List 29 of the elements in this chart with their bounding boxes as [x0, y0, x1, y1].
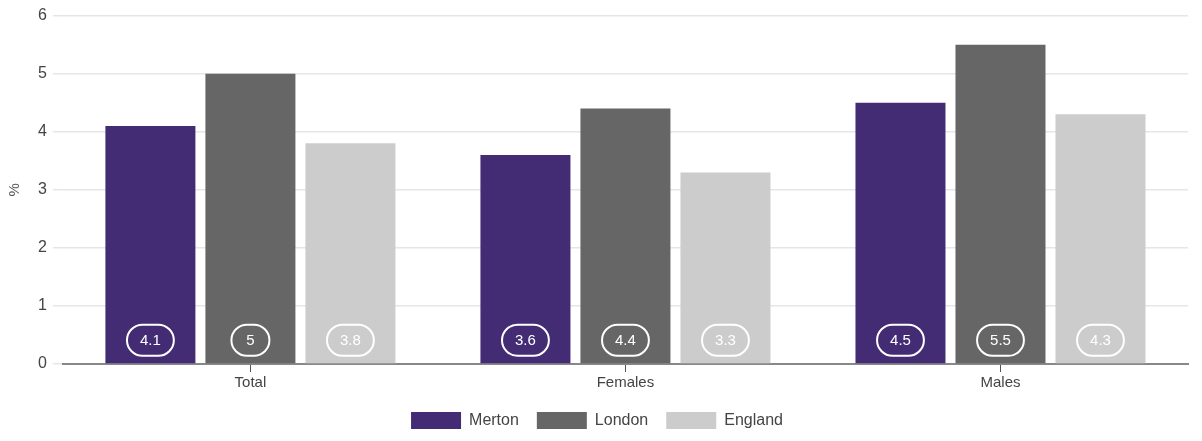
legend-label: London [594, 410, 649, 428]
bar [1055, 114, 1146, 364]
bar [955, 44, 1046, 364]
data-label: 5 [246, 331, 255, 349]
bar [580, 108, 671, 364]
data-label: 4.5 [890, 331, 911, 349]
x-tick-label: Total [234, 373, 267, 391]
y-axis-title: % [5, 183, 23, 197]
legend-label: England [724, 410, 783, 428]
bar [680, 172, 771, 364]
bar [305, 143, 396, 364]
x-tick-label: Females [596, 373, 655, 391]
y-tick-label: 4 [37, 122, 47, 140]
legend-label: Merton [469, 410, 519, 428]
y-tick-label: 0 [37, 354, 47, 372]
y-tick-label: 2 [37, 238, 47, 256]
bar [480, 154, 571, 364]
data-label: 4.4 [615, 331, 636, 349]
bar [105, 125, 196, 364]
data-label: 3.6 [515, 331, 536, 349]
y-tick-label: 5 [37, 64, 47, 82]
x-tick-label: Males [980, 373, 1021, 391]
y-tick-label: 3 [37, 180, 47, 198]
data-label: 5.5 [990, 331, 1011, 349]
data-label: 4.1 [139, 331, 161, 349]
bar [855, 102, 946, 364]
y-tick-label: 6 [37, 6, 47, 24]
y-tick-label: 1 [37, 296, 47, 314]
bar [205, 73, 296, 364]
